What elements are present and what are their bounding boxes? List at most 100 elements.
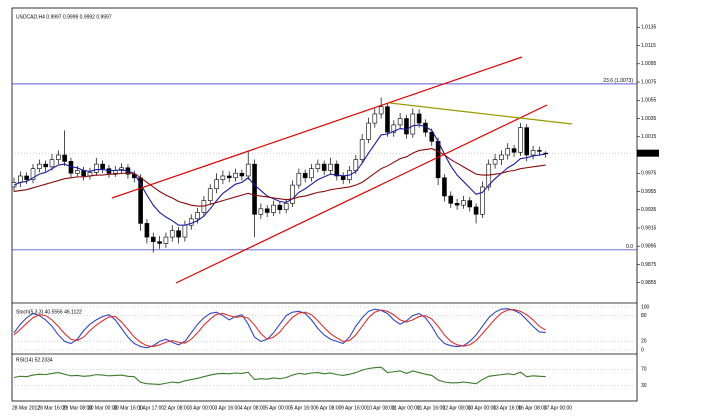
candle-body: [397, 118, 403, 126]
candle-body: [378, 106, 384, 115]
candle-body: [163, 236, 169, 244]
candle-body: [277, 204, 283, 211]
y-tick-label: 0: [641, 347, 644, 353]
x-tick-label: 2 Apr 08:00: [164, 405, 190, 411]
trend-line: [111, 56, 523, 199]
candle-body: [372, 113, 378, 124]
candle-body: [93, 163, 99, 173]
y-tick-label: 70: [641, 367, 647, 373]
candle-body: [258, 208, 264, 215]
x-tick-label: 3 Apr 16:00: [215, 405, 241, 411]
x-tick-label: 5 Apr 16:00: [291, 405, 317, 411]
candle-body: [37, 163, 42, 169]
x-tick-label: 28 Mar 2012: [12, 405, 40, 411]
x-tick-label: 13 Apr 16:00: [493, 405, 522, 411]
candle-body: [505, 148, 511, 156]
y-tick-label: 100: [641, 304, 650, 310]
indicator-title: Stoch(5,3,3) 40.5556 46.1122: [16, 309, 82, 315]
candle-body: [195, 212, 200, 220]
y-tick-label: 80: [641, 313, 647, 319]
candle-body: [207, 188, 213, 201]
candle-body: [176, 230, 181, 238]
x-tick-label: 17 Apr 00:00: [544, 405, 573, 411]
x-tick-label: 9 Apr 16:00: [341, 405, 367, 411]
candle-body: [511, 148, 517, 153]
candle-body: [264, 208, 270, 213]
x-tick-label: 30 Mar 16:00: [113, 405, 143, 411]
y-tick-label: 1.0095: [641, 61, 657, 67]
candle-body: [182, 224, 188, 238]
moving-average: [13, 124, 546, 226]
x-tick-label: 29 Mar 08:00: [63, 405, 93, 411]
candle-body: [467, 200, 473, 208]
candle-body: [252, 163, 257, 215]
x-tick-label: 5 Apr 00:00: [265, 405, 291, 411]
candle-body: [480, 186, 485, 215]
candle-body: [366, 122, 371, 140]
candle-body: [226, 175, 232, 179]
y-tick-label: 20: [641, 339, 647, 345]
candle-body: [62, 154, 67, 162]
x-tick-label: 11 Apr 16:00: [417, 405, 445, 411]
candle-body: [302, 172, 308, 179]
y-tick-label: 0.9975: [641, 171, 657, 177]
y-tick-label: 1.0055: [641, 98, 657, 104]
candle-body: [18, 175, 23, 183]
chart-title: USDCAD,H4 0.9997 0.9999 0.9992 0.9997: [16, 14, 112, 20]
candle-body: [309, 168, 314, 179]
candle-body: [353, 159, 359, 171]
candle-body: [385, 106, 390, 133]
x-tick-label: 13 Apr 00:00: [468, 405, 497, 411]
candle-body: [416, 113, 422, 124]
candle-body: [214, 179, 219, 190]
candle-body: [334, 163, 340, 177]
candle-body: [150, 236, 156, 242]
y-tick-label: 0.9915: [641, 225, 657, 231]
x-tick-label: 28 Mar 16:00: [37, 405, 67, 411]
indicator-line: [13, 366, 546, 386]
indicator-line: [13, 309, 547, 348]
x-tick-label: 11 Apr 00:00: [392, 405, 420, 411]
y-tick-label: 30: [641, 383, 647, 389]
x-tick-label: 30 Mar 00:00: [88, 405, 118, 411]
candle-body: [410, 113, 416, 135]
candle-body: [524, 127, 530, 156]
indicator-line: [13, 308, 546, 349]
y-tick-label: 1.0015: [641, 134, 657, 140]
candle-body: [290, 184, 295, 204]
candle-body: [30, 168, 36, 180]
moving-average: [13, 148, 546, 207]
y-tick-label: 1.0135: [641, 25, 657, 31]
y-tick-label: 1.0075: [641, 79, 657, 85]
candle-body: [543, 152, 549, 155]
x-tick-label: 10 Apr 08:00: [366, 405, 395, 411]
candle-body: [24, 175, 29, 180]
candle-body: [454, 203, 460, 206]
candle-body: [499, 154, 504, 160]
candle-body: [144, 223, 150, 238]
x-tick-label: 1 Apr 17:00: [139, 405, 165, 411]
x-tick-label: 4 Apr 08:00: [240, 405, 266, 411]
indicator-title: RSI(14) 52.2334: [16, 357, 53, 363]
candle-body: [283, 203, 289, 211]
candle-body: [492, 159, 498, 165]
candle-body: [537, 150, 542, 152]
fib-label: 0.0: [626, 244, 633, 250]
candle-body: [220, 175, 226, 180]
trend-line: [175, 104, 548, 284]
x-tick-label: 12 Apr 08:00: [442, 405, 471, 411]
chart-frame: [11, 7, 638, 402]
candle-body: [245, 163, 251, 177]
candle-body: [43, 163, 48, 168]
y-tick-label: 0.9855: [641, 280, 657, 286]
price-tag: [637, 149, 659, 157]
candle-body: [429, 131, 435, 142]
candle-body: [530, 150, 536, 156]
candle-body: [518, 127, 523, 153]
y-tick-label: 0.9935: [641, 207, 657, 213]
candle-body: [448, 195, 454, 204]
y-tick-label: 0.9875: [641, 262, 657, 268]
candle-body: [271, 204, 276, 213]
